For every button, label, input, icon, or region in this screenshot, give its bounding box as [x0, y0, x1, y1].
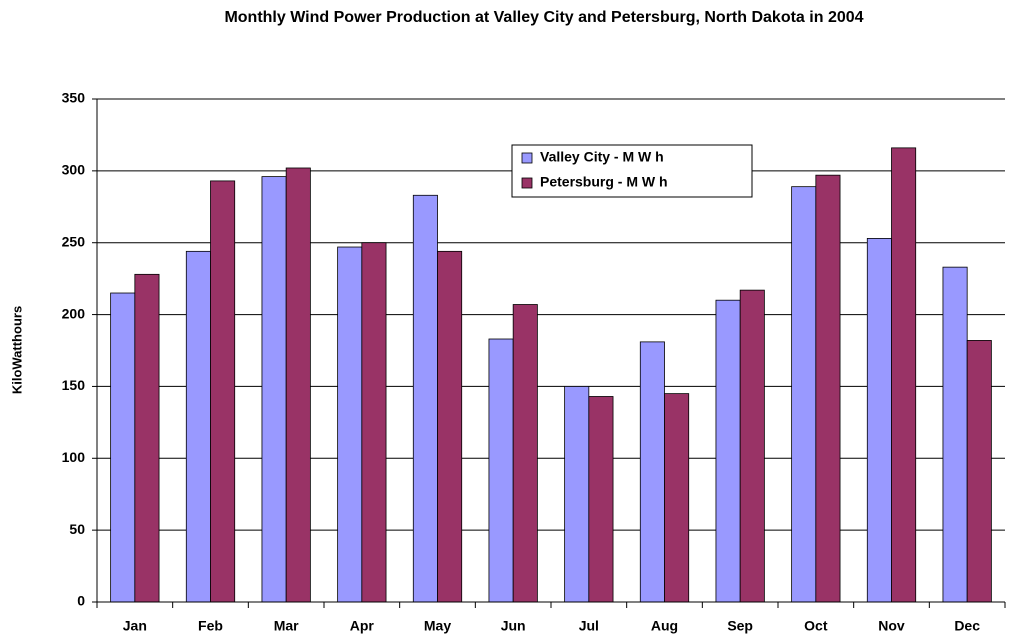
x-tick-label: Jul — [579, 618, 599, 634]
x-tick-label: May — [424, 618, 451, 634]
y-tick-label: 150 — [62, 377, 86, 393]
x-tick-label: Nov — [878, 618, 905, 634]
x-tick-label: Aug — [651, 618, 678, 634]
bar — [134, 273, 160, 603]
bar — [866, 238, 892, 603]
x-tick-label: Apr — [350, 618, 375, 634]
x-tick-label: Feb — [198, 618, 223, 634]
legend-swatch — [521, 177, 533, 189]
legend-label: Valley City - M W h — [540, 149, 664, 165]
x-tick-label: Dec — [954, 618, 980, 634]
bar — [942, 266, 968, 603]
bar — [185, 250, 211, 603]
y-tick-label: 50 — [69, 521, 85, 537]
bar — [639, 341, 665, 603]
bar — [966, 340, 992, 603]
bar — [512, 304, 538, 603]
bar — [488, 338, 514, 603]
bar — [361, 242, 387, 603]
bar — [664, 393, 690, 603]
bar — [564, 386, 590, 603]
bar — [891, 147, 917, 603]
bar — [791, 186, 817, 603]
y-tick-label: 100 — [62, 449, 86, 465]
bar — [588, 396, 614, 603]
bar — [337, 246, 363, 603]
legend-swatch — [521, 152, 533, 164]
bar — [437, 250, 463, 603]
y-tick-label: 0 — [77, 593, 85, 609]
y-tick-label: 250 — [62, 233, 86, 249]
y-tick-label: 300 — [62, 162, 86, 178]
bar — [715, 299, 741, 603]
y-axis-label: KiloWatthours — [9, 306, 24, 394]
bar — [110, 292, 136, 603]
legend-box — [511, 144, 753, 198]
chart-title: Monthly Wind Power Production at Valley … — [224, 9, 864, 26]
x-tick-label: Oct — [804, 618, 828, 634]
x-tick-label: Sep — [727, 618, 753, 634]
bar — [815, 174, 841, 603]
legend-label: Petersburg - M W h — [540, 174, 668, 190]
y-tick-label: 200 — [62, 305, 86, 321]
bar — [285, 167, 311, 603]
bar — [739, 289, 765, 603]
x-tick-label: Jun — [501, 618, 526, 634]
x-tick-label: Mar — [274, 618, 299, 634]
bar — [261, 176, 287, 603]
x-tick-label: Jan — [123, 618, 147, 634]
y-tick-label: 350 — [62, 90, 86, 106]
bar — [412, 194, 438, 603]
bar — [210, 180, 236, 603]
